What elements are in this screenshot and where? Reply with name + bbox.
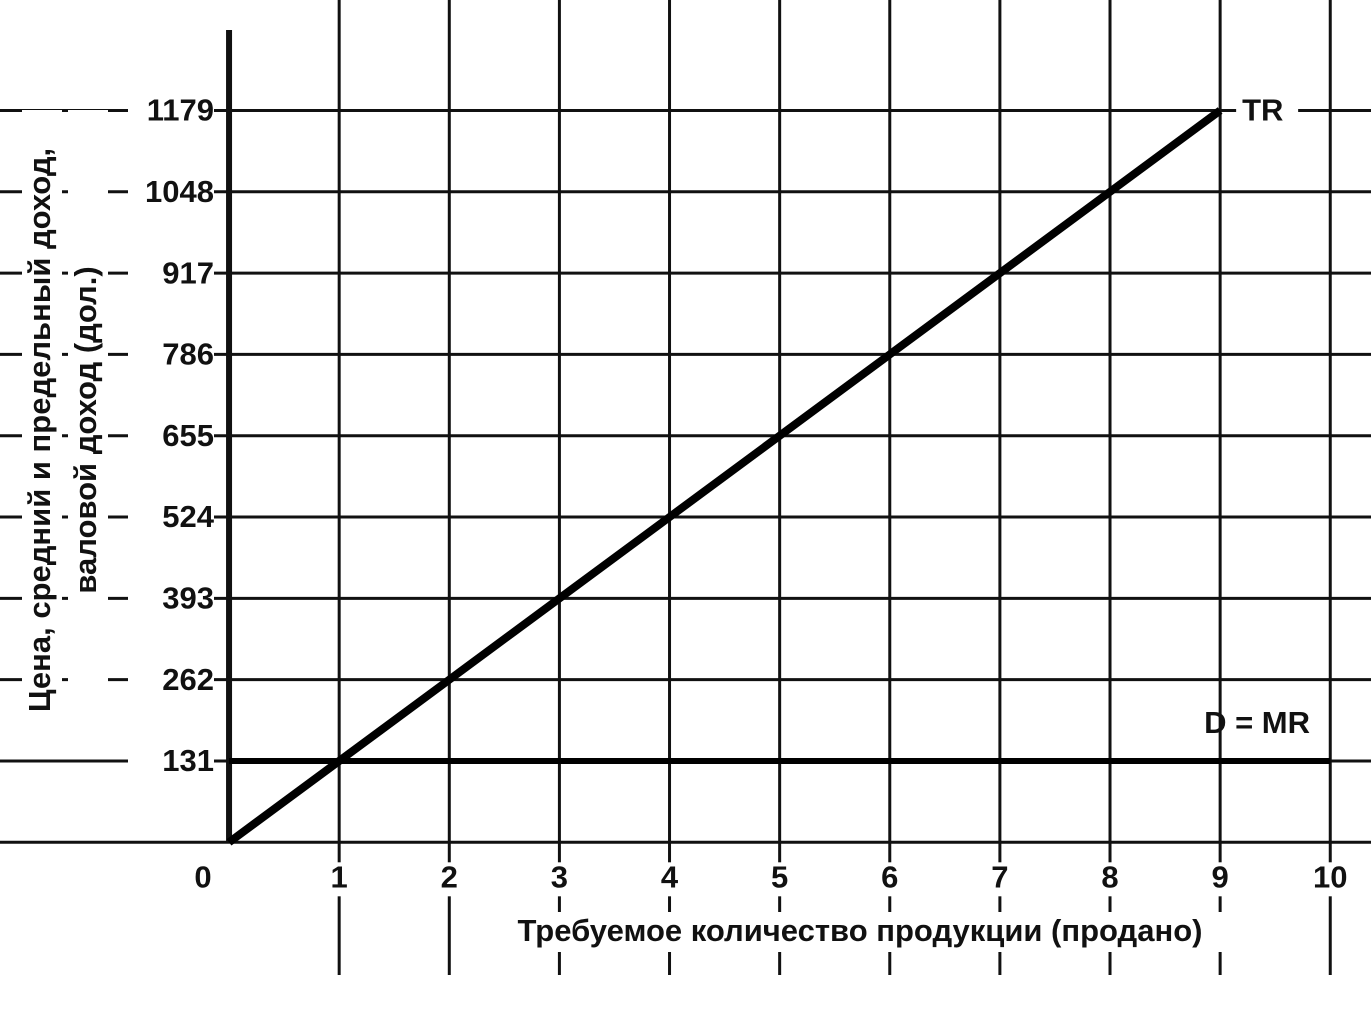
series-line [226,107,1223,846]
y-tick-label: 131 [162,743,214,778]
label-bg [977,862,1022,897]
label-bg [128,420,214,451]
label-bg [128,258,214,289]
x-tick-label: 2 [441,859,458,894]
series-label: D = MR [1204,705,1310,740]
label-bg [427,862,472,897]
x-tick-label: 8 [1101,859,1118,894]
x-tick-label: 5 [771,859,788,894]
series-label: TR [1242,93,1283,128]
label-bg [128,502,214,533]
x-tick-label: 6 [881,859,898,894]
x-tick-label: 0 [194,859,211,894]
x-axis-title: Требуемое количество продукции (продано) [518,913,1203,948]
x-tick-label: 9 [1212,859,1229,894]
y-tick-label: 524 [162,499,214,534]
label-bg [22,110,62,750]
y-tick-label: 393 [162,581,214,616]
y-tick-label: 655 [162,418,214,453]
label-bg [455,912,1265,952]
label-bg [647,862,692,897]
y-axis-title: валовой доход (дол.) [68,266,103,593]
label-bg [1236,92,1299,129]
label-bg [68,110,108,750]
label-bg [867,862,912,897]
x-tick-label: 1 [331,859,348,894]
label-bg [128,745,214,776]
label-bg [128,339,214,370]
label-bg [128,583,214,614]
label-bg [128,664,214,695]
label-bg [537,862,582,897]
x-tick-label: 4 [661,859,679,894]
label-bg [757,862,802,897]
y-axis-title: Цена, средний и предельный доход, [22,148,57,712]
label-bg [128,176,214,207]
x-tick-label: 7 [991,859,1008,894]
x-tick-label: 10 [1313,859,1347,894]
label-bg [317,862,362,897]
label-bg [1198,862,1243,897]
y-tick-label: 262 [162,662,214,697]
label-bg [181,862,226,897]
y-tick-label: 786 [162,337,214,372]
x-tick-label: 3 [551,859,568,894]
y-tick-label: 1048 [145,174,214,209]
label-bg [128,95,214,126]
label-bg [1308,862,1353,897]
y-tick-label: 1179 [147,93,214,128]
y-tick-label: 917 [162,255,214,290]
label-bg [1088,862,1133,897]
